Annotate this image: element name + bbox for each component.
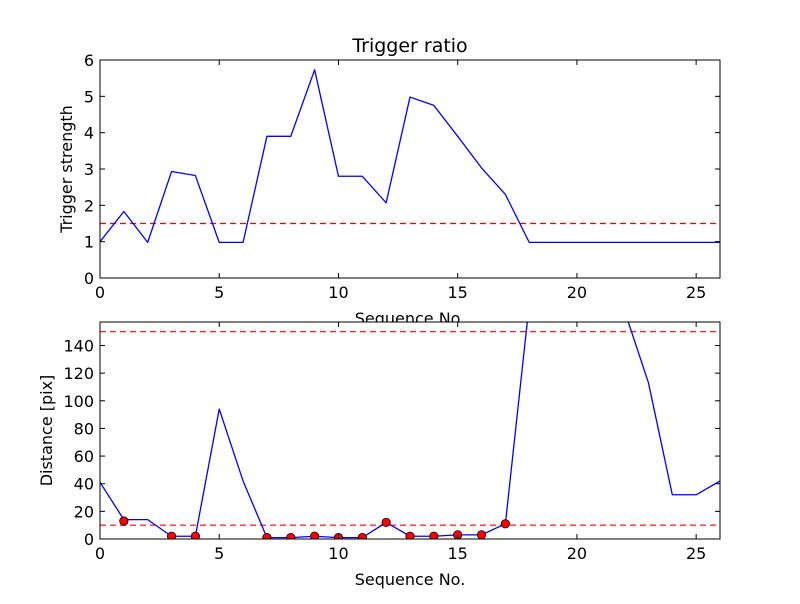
panel-2-y-tick-label-8: 140 (63, 336, 94, 355)
panel-2-y-tick-label-2: 20 (74, 502, 94, 521)
panel-1-x-tick-label-5: 20 (567, 283, 587, 302)
panel-2-x-tick-label-6: 25 (686, 544, 706, 563)
panel-1-chart-title: Trigger ratio (351, 35, 467, 57)
panel-2-y-tick-label-1: 0 (84, 530, 94, 549)
panel-1-x-tick-label-1: 0 (95, 283, 105, 302)
panel-2-x-axis-label: Sequence No. (355, 570, 466, 589)
panel-1-y-tick-label-3: 2 (84, 196, 94, 215)
panel-1-x-tick-label-4: 15 (448, 283, 468, 302)
panel-2-marker-point-9 (381, 517, 391, 528)
panel-2-y-tick-label-4: 60 (74, 447, 94, 466)
panel-1-data-layer (100, 69, 720, 244)
panel-2-marker-point-5 (286, 533, 296, 539)
panel-1-y-tick-label-7: 6 (84, 51, 94, 70)
panel-1-y-tick-label-4: 3 (84, 160, 94, 179)
panel-1-y-tick-label-5: 4 (84, 124, 94, 143)
panel-2-marker-point-6 (310, 531, 320, 539)
panel-2-marker-point-11 (429, 531, 439, 539)
panel-1-series-line-1 (100, 69, 720, 244)
panel-2-x-tick-label-3: 10 (328, 544, 348, 563)
panel-1-y-tick-label-6: 5 (84, 87, 94, 106)
panel-1-y-tick-label-1: 0 (84, 269, 94, 288)
panel-2-x-tick-label-4: 15 (448, 544, 468, 563)
panel-2-y-tick-label-3: 40 (74, 475, 94, 494)
panel-2-marker-point-1 (119, 516, 129, 526)
panel-2-marker-point-2 (166, 531, 177, 539)
panel-2-marker-point-4 (262, 533, 272, 539)
panel-1-y-tick-label-2: 1 (84, 233, 94, 252)
panel-2-data-layer (100, 322, 720, 539)
panel-1-y-axis-label: Trigger strength (57, 105, 76, 234)
panel-2-marker-point-3 (190, 531, 200, 539)
panel-2-x-tick-label-2: 5 (214, 544, 224, 563)
panel-2-y-tick-label-5: 80 (74, 419, 94, 438)
panel-2-marker-point-8 (357, 533, 367, 539)
panel-2-y-axis-label: Distance [pix] (37, 375, 56, 487)
panel-2-y-tick-label-7: 120 (63, 364, 94, 383)
panel-2-marker-point-13 (476, 530, 487, 539)
panel-2-x-tick-label-1: 0 (95, 544, 105, 563)
panel-1-x-tick-label-6: 25 (686, 283, 706, 302)
panel-2-y-tick-label-6: 100 (63, 392, 94, 411)
panel-1-x-tick-label-2: 5 (214, 283, 224, 302)
panel-1-x-tick-label-3: 10 (328, 283, 348, 302)
panel-2-x-tick-label-5: 20 (567, 544, 587, 563)
panel-2-axes-frame (99, 321, 721, 540)
panel-1-plot-area (100, 60, 720, 278)
panel-2: 0 5 10 15 20 25 0 20 40 60 80 100 120 140 Sequence No.… (37, 321, 721, 589)
panel-2-plot-area (100, 322, 720, 539)
panel-2-marker-point-10 (405, 531, 415, 539)
panel-2-marker-point-14 (500, 519, 510, 529)
